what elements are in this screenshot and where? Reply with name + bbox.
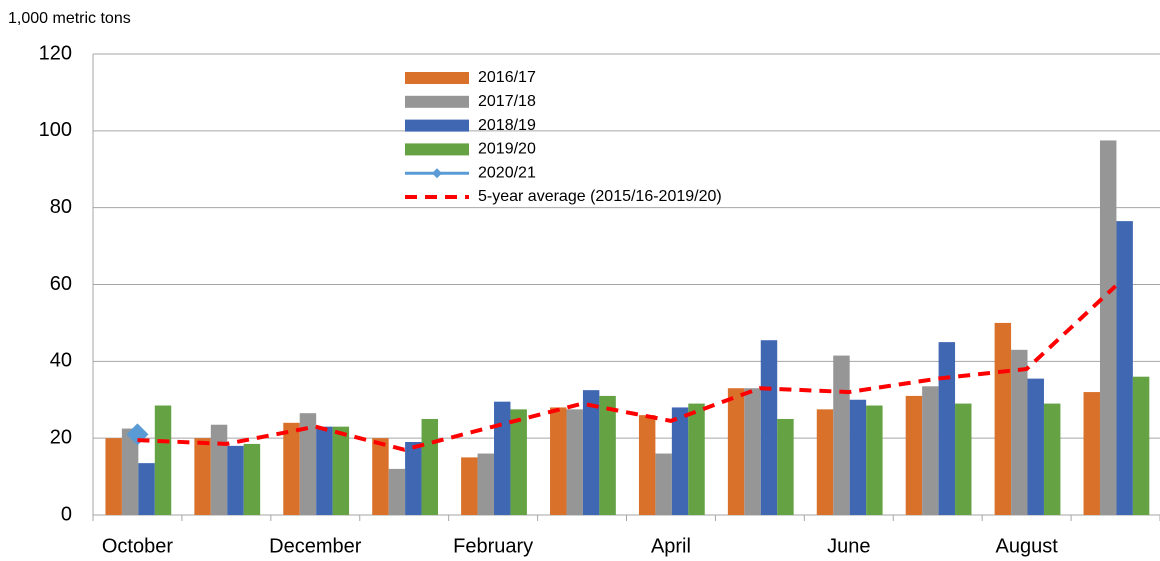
y-tick-label: 100 [39, 119, 72, 141]
y-tick-label: 60 [50, 273, 72, 295]
bar [905, 395, 923, 515]
y-tick-label: 40 [50, 350, 72, 372]
bar [955, 403, 972, 515]
y-tick-label: 0 [61, 503, 72, 525]
bar [816, 409, 834, 515]
bar [332, 426, 350, 515]
bar [494, 401, 511, 515]
bar [405, 442, 422, 515]
bar [138, 463, 155, 515]
bar [849, 399, 867, 515]
y-tick-label: 80 [50, 196, 72, 218]
y-tick-label: 120 [39, 42, 72, 64]
bar [994, 322, 1012, 515]
bar [299, 413, 317, 515]
bar [388, 468, 406, 515]
bar [1116, 221, 1133, 516]
x-tick-label: December [269, 535, 362, 557]
bar [760, 340, 778, 515]
bar [477, 453, 495, 515]
legend-swatch [405, 119, 469, 132]
x-tick-label: June [827, 535, 870, 557]
x-tick-label: April [651, 535, 691, 557]
bar [582, 390, 600, 515]
legend-label: 2018/19 [478, 117, 536, 134]
bar [461, 457, 478, 515]
bar [655, 453, 672, 515]
x-tick-label: October [102, 535, 173, 557]
bar [1099, 140, 1117, 515]
bar [121, 428, 139, 515]
bar [866, 405, 883, 515]
bar [688, 403, 705, 515]
bar [922, 386, 939, 515]
bar [1083, 392, 1100, 515]
bar [727, 388, 745, 515]
legend-swatch [405, 143, 469, 156]
bar [105, 438, 122, 515]
bar [1043, 403, 1061, 515]
bar [227, 445, 244, 515]
bar [744, 388, 761, 515]
legend-label: 2020/21 [478, 164, 536, 181]
y-axis-label: 1,000 metric tons [8, 10, 131, 27]
bar [154, 405, 172, 515]
legend-swatch [405, 95, 469, 108]
bar [283, 422, 300, 515]
bar [1132, 376, 1150, 515]
bar [938, 342, 956, 515]
bar [243, 443, 261, 515]
bar [194, 438, 211, 515]
bar [777, 418, 794, 515]
bar [566, 409, 583, 515]
bar [372, 438, 389, 515]
legend-swatch [405, 72, 469, 84]
bar [316, 426, 333, 515]
bar [1027, 378, 1044, 515]
bar [210, 424, 228, 515]
legend-marker [432, 168, 442, 179]
bar [671, 407, 689, 515]
legend-label: 2019/20 [478, 141, 536, 158]
bar [421, 418, 438, 515]
x-tick-label: February [453, 535, 533, 557]
bar [833, 355, 850, 515]
legend-label: 2017/18 [478, 93, 536, 110]
bar [510, 409, 527, 515]
y-tick-label: 20 [50, 426, 72, 448]
legend-label: 5-year average (2015/16-2019/20) [478, 188, 722, 205]
bar [638, 415, 656, 515]
legend-label: 2016/17 [478, 69, 536, 86]
bar [1011, 349, 1028, 515]
bar [550, 407, 567, 515]
line [137, 284, 1117, 452]
x-tick-label: August [995, 535, 1058, 557]
bar [599, 395, 616, 515]
